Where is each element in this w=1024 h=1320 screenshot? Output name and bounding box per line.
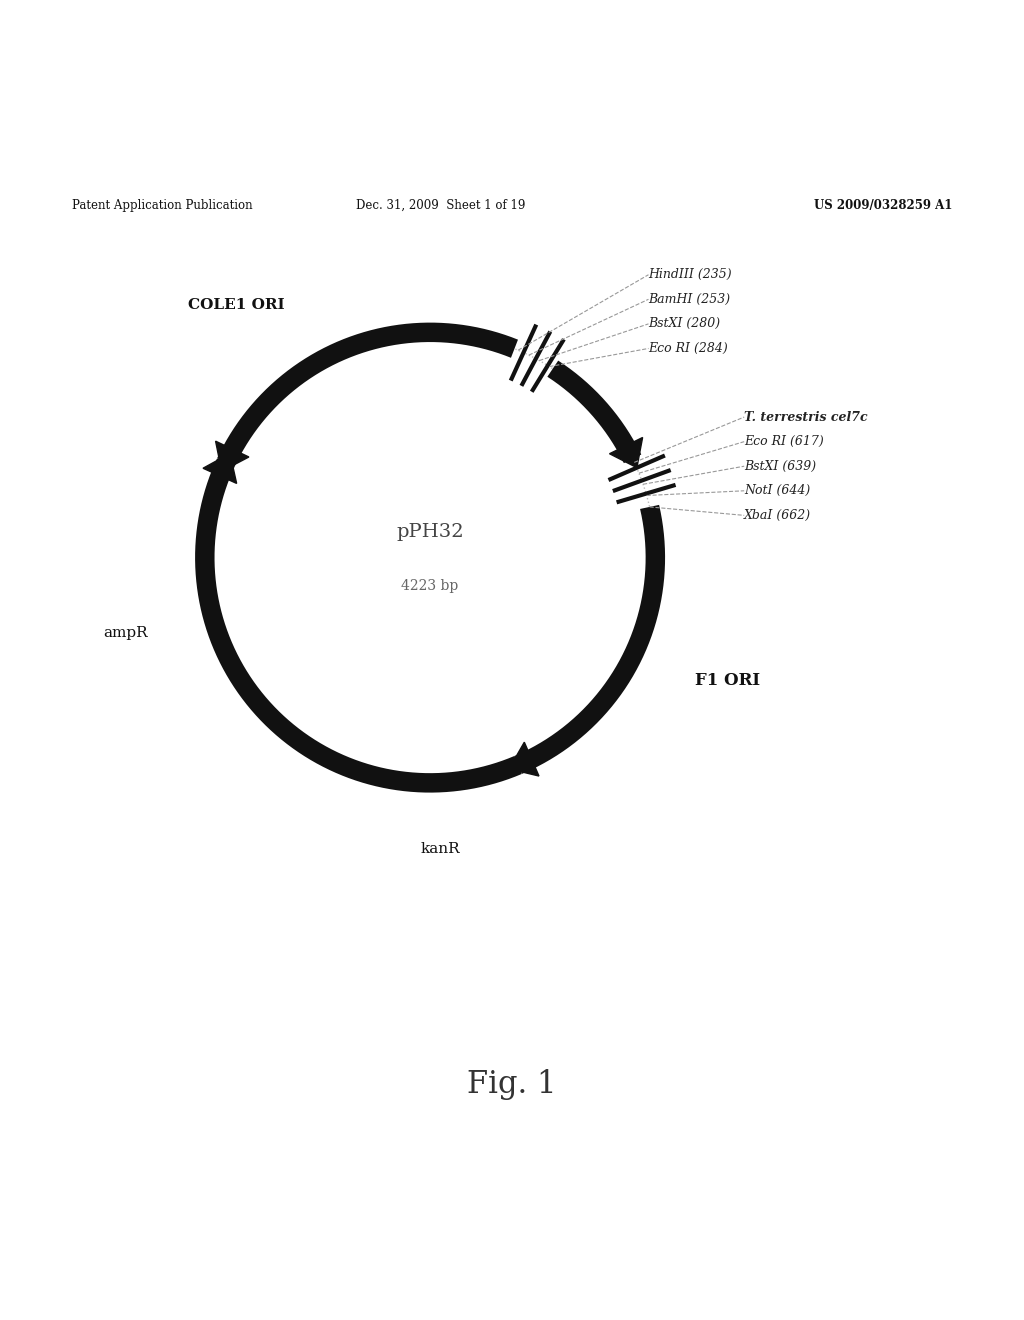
Text: XbaI (662): XbaI (662) [744, 510, 811, 521]
Text: T. terrestris cel7c: T. terrestris cel7c [744, 411, 867, 424]
Text: Eco RI (617): Eco RI (617) [744, 436, 824, 447]
Text: US 2009/0328259 A1: US 2009/0328259 A1 [814, 199, 952, 211]
Text: NotI (644): NotI (644) [744, 484, 810, 498]
Text: ampR: ampR [103, 626, 148, 640]
Polygon shape [203, 454, 237, 483]
Text: BstXI (280): BstXI (280) [648, 317, 721, 330]
Text: Patent Application Publication: Patent Application Publication [72, 199, 252, 211]
Text: BamHI (253): BamHI (253) [648, 293, 730, 306]
Text: Fig. 1: Fig. 1 [467, 1069, 557, 1101]
Polygon shape [509, 742, 539, 776]
Text: pPH32: pPH32 [396, 523, 464, 541]
Text: HindIII (235): HindIII (235) [648, 268, 732, 281]
Polygon shape [216, 441, 249, 471]
Polygon shape [609, 437, 643, 467]
Text: Dec. 31, 2009  Sheet 1 of 19: Dec. 31, 2009 Sheet 1 of 19 [355, 199, 525, 211]
Text: 4223 bp: 4223 bp [401, 579, 459, 593]
Text: kanR: kanR [421, 842, 460, 857]
Text: F1 ORI: F1 ORI [694, 672, 760, 689]
Text: COLE1 ORI: COLE1 ORI [187, 298, 285, 312]
Text: BstXI (639): BstXI (639) [744, 459, 816, 473]
Text: Eco RI (284): Eco RI (284) [648, 342, 728, 355]
